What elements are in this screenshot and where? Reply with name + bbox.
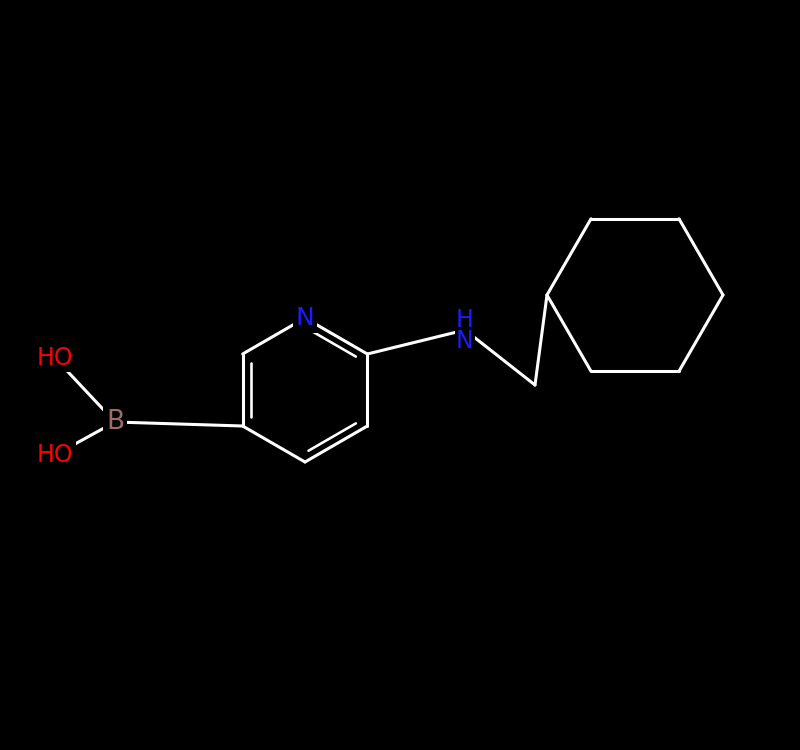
Text: HO: HO [37, 443, 74, 467]
Text: B: B [106, 409, 124, 435]
Text: N: N [296, 306, 314, 330]
Text: N: N [456, 329, 474, 353]
Text: H: H [456, 308, 474, 332]
Text: HO: HO [37, 346, 74, 370]
